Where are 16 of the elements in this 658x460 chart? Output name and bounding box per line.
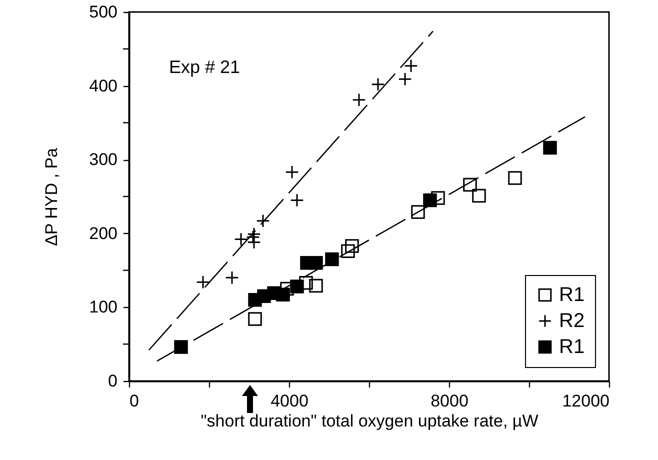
x-tick-label: 8000	[430, 392, 468, 410]
x-tick-label: 4000	[270, 392, 308, 410]
annotation: Exp # 21	[169, 57, 240, 77]
x-tick-label: 12000	[562, 392, 610, 410]
y-tick-label: 100	[89, 298, 118, 317]
legend-label: R1	[559, 284, 585, 306]
y-tick-label: 0	[108, 372, 118, 390]
y-tick-label: 400	[89, 76, 118, 96]
y-axis-title: ΔP HYD , Pa	[42, 147, 62, 246]
x-tick-label: 0	[130, 392, 139, 410]
x-axis-title: "short duration" total oxygen uptake rate, µW	[200, 412, 538, 430]
y-tick-label: 500	[89, 2, 118, 22]
legend-label: R1	[559, 336, 585, 358]
y-tick-label: 200	[89, 224, 118, 243]
y-tick-label: 300	[89, 150, 118, 170]
legend-label: R2	[559, 310, 585, 332]
